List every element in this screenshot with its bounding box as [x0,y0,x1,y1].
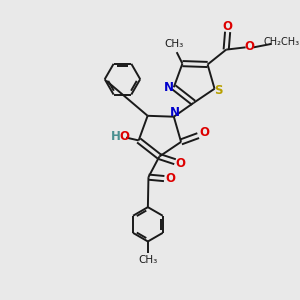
Text: O: O [244,40,255,53]
Text: CH₃: CH₃ [138,255,158,265]
Text: O: O [165,172,175,184]
Text: O: O [223,20,232,33]
Text: S: S [214,84,222,97]
Text: O: O [199,126,209,139]
Text: O: O [176,158,186,170]
Text: H: H [111,130,121,143]
Text: N: N [170,106,180,118]
Text: O: O [119,130,129,143]
Text: CH₂CH₃: CH₂CH₃ [264,37,300,47]
Text: CH₃: CH₃ [164,39,184,49]
Text: N: N [164,81,174,94]
